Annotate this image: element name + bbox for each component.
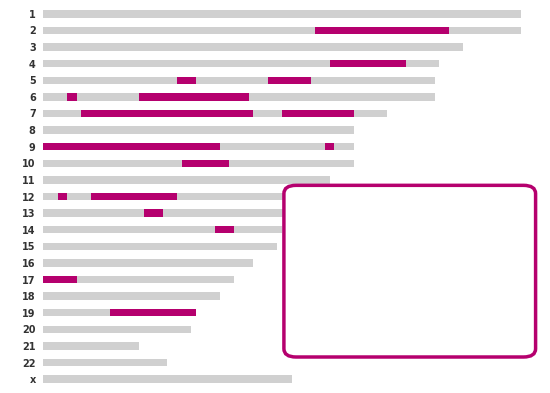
Text: 546 cM: 546 cM (308, 285, 359, 298)
Bar (43, 143, 354, 151)
Bar (43, 27, 521, 34)
Bar (43, 93, 435, 101)
Bar (67, 93, 76, 101)
Text: $1^{st}$ cousins once removed: $1^{st}$ cousins once removed (308, 238, 489, 256)
Bar (43, 226, 282, 233)
Bar (43, 309, 196, 316)
Bar (268, 77, 311, 84)
Bar (315, 27, 449, 34)
Bar (43, 110, 387, 117)
Bar (91, 193, 177, 200)
Bar (311, 193, 329, 200)
Bar (43, 209, 301, 217)
Bar (43, 10, 521, 18)
Bar (329, 60, 406, 68)
Bar (43, 292, 220, 300)
Text: Comparison of:: Comparison of: (308, 208, 438, 224)
Bar (81, 110, 254, 117)
Bar (325, 143, 334, 151)
Bar (43, 259, 254, 266)
Bar (43, 176, 329, 184)
Bar (43, 60, 439, 68)
Bar (110, 309, 196, 316)
Text: 18 segments: 18 segments (308, 314, 398, 328)
FancyBboxPatch shape (284, 185, 536, 357)
Bar (43, 160, 354, 167)
Bar (43, 43, 463, 51)
Bar (43, 276, 234, 283)
Bar (43, 193, 320, 200)
Bar (43, 359, 167, 366)
Bar (182, 160, 229, 167)
Bar (43, 127, 354, 134)
Bar (43, 325, 191, 333)
Bar (43, 375, 292, 383)
Bar (43, 77, 435, 84)
Bar (282, 110, 354, 117)
Bar (43, 276, 76, 283)
Bar (58, 193, 67, 200)
Bar (43, 342, 139, 350)
Bar (43, 143, 220, 151)
Bar (144, 209, 163, 217)
Bar (43, 242, 277, 250)
Bar (139, 93, 249, 101)
Bar (215, 226, 234, 233)
Bar (177, 77, 196, 84)
